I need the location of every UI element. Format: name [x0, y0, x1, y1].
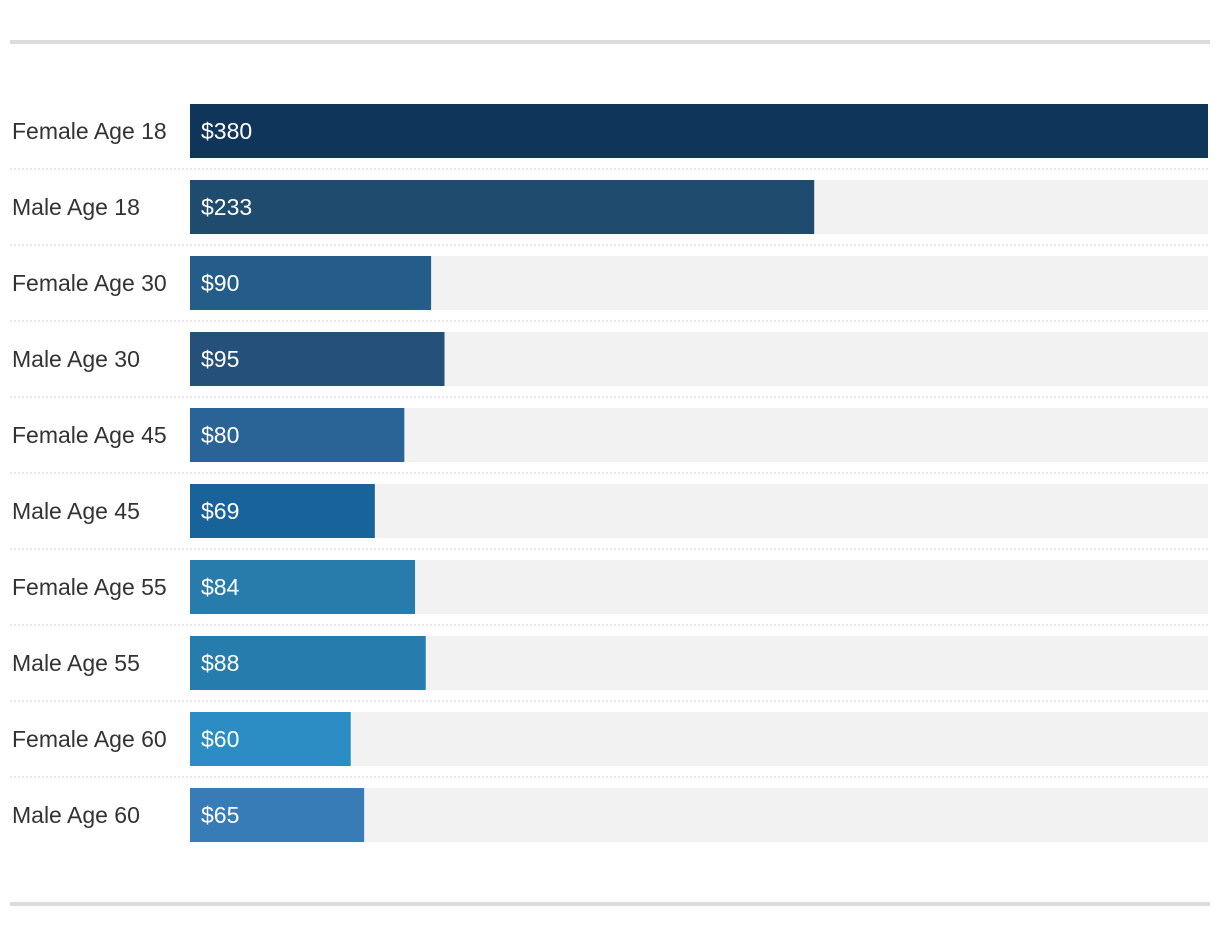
bar [190, 104, 1208, 158]
value-label: $80 [201, 422, 239, 448]
value-label: $69 [201, 498, 239, 524]
category-label: Male Age 45 [12, 498, 140, 524]
value-label: $95 [201, 346, 239, 372]
bar [190, 712, 351, 766]
bar [190, 484, 375, 538]
category-label: Female Age 55 [12, 574, 167, 600]
bar [190, 408, 405, 462]
category-label: Female Age 60 [12, 726, 167, 752]
value-label: $90 [201, 270, 239, 296]
category-label: Female Age 18 [12, 118, 167, 144]
category-label: Male Age 60 [12, 802, 140, 828]
value-label: $60 [201, 726, 239, 752]
bar-track [190, 712, 1208, 766]
bar [190, 332, 445, 386]
value-label: $65 [201, 802, 239, 828]
category-label: Female Age 45 [12, 422, 167, 448]
value-label: $84 [201, 574, 240, 600]
value-label: $380 [201, 118, 252, 144]
category-label: Male Age 30 [12, 346, 140, 372]
value-label: $233 [201, 194, 252, 220]
bar [190, 560, 416, 614]
category-label: Male Age 18 [12, 194, 140, 220]
category-label: Male Age 55 [12, 650, 140, 676]
top-rule [10, 40, 1210, 44]
bar [190, 788, 365, 842]
category-label: Female Age 30 [12, 270, 167, 296]
bar [190, 636, 426, 690]
bar [190, 180, 815, 234]
value-label: $88 [201, 650, 239, 676]
bottom-rule [10, 902, 1210, 906]
bar [190, 256, 432, 310]
chart-rows: Female Age 18 $380 Male Age 18 $233 Female A… [10, 104, 1210, 842]
